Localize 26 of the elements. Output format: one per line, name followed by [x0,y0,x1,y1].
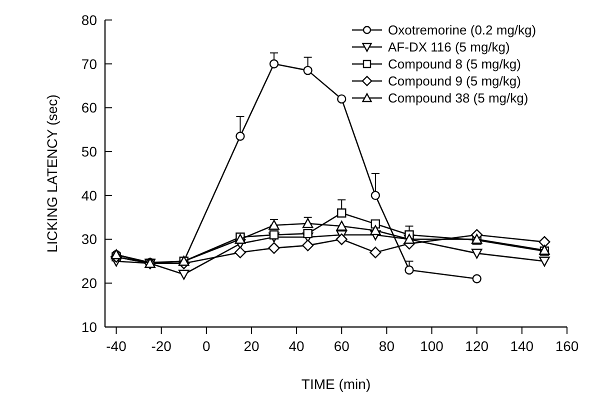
x-axis-title: TIME (min) [301,376,371,392]
y-tick-label: 30 [81,231,98,248]
x-tick-label: 40 [288,338,305,354]
legend-label: Compound 38 (5 mg/kg) [388,90,528,106]
y-tick-label: 50 [81,143,98,160]
x-tick-label: 120 [465,338,489,354]
x-tick-label: -40 [106,338,127,354]
y-tick-label: 20 [81,275,98,292]
y-tick-label: 60 [81,100,98,116]
y-tick-label: 70 [81,56,98,72]
x-tick-label: 160 [555,338,579,354]
legend-label: Compound 9 (5 mg/kg) [388,74,521,89]
legend-label: Oxotremorine (0.2 mg/kg) [388,22,536,38]
legend-label: Compound 8 (5 mg/kg) [388,56,521,72]
x-tick-label: 60 [334,338,350,354]
y-tick-label: 10 [81,318,98,335]
y-axis-title: LICKING LATENCY (sec) [44,94,60,253]
x-tick-label: 0 [202,338,211,354]
x-tick-label: -20 [151,338,172,354]
y-tick-label: 40 [81,187,98,204]
legend-label: AF-DX 116 (5 mg/kg) [388,40,510,55]
x-tick-label: 100 [420,338,444,354]
y-tick-label: 80 [81,12,98,28]
x-tick-label: 140 [510,338,534,354]
x-tick-label: 20 [244,338,260,354]
x-tick-label: 80 [378,338,395,354]
